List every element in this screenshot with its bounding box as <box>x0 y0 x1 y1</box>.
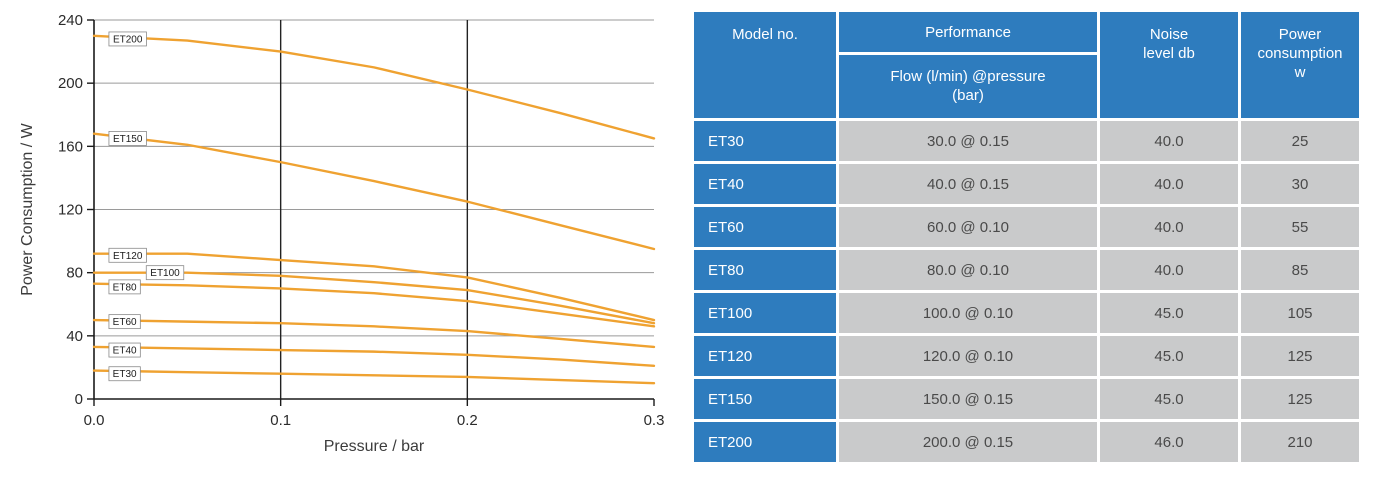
performance-cell: 150.0 @ 0.15 <box>839 379 1097 419</box>
noise-cell: 40.0 <box>1100 121 1238 161</box>
curve-label-et60: ET60 <box>113 317 137 328</box>
curve-label-et80: ET80 <box>113 282 137 293</box>
curve-label-box <box>145 265 185 281</box>
curve-label-box <box>108 314 141 330</box>
power-cell: 30 <box>1241 164 1359 204</box>
power-consumption-chart: 0 40 80 120 160 200 240 0.0 0.1 0.2 0.3 Pressure / … <box>19 12 665 455</box>
table-header: Model no. Performance Flow (l/min) @pres… <box>694 12 1359 118</box>
y-tick-label: 40 <box>66 328 83 345</box>
header-performance: Performance Flow (l/min) @pressure (bar) <box>839 12 1097 118</box>
y-tick-label: 120 <box>58 202 83 219</box>
noise-cell: 40.0 <box>1100 250 1238 290</box>
performance-cell: 200.0 @ 0.15 <box>839 422 1097 462</box>
curve-label-et200: ET200 <box>113 34 143 45</box>
header-power: Power consumption w <box>1241 12 1359 118</box>
curve-et30 <box>92 369 656 385</box>
x-tick-label: 0.0 <box>84 412 105 429</box>
header-power-label: Power consumption w <box>1257 26 1343 81</box>
x-tick-label: 0.2 <box>457 412 478 429</box>
header-performance-sub: Flow (l/min) @pressure (bar) <box>839 55 1097 118</box>
performance-cell: 40.0 @ 0.15 <box>839 164 1097 204</box>
y-axis-title: Power Consumption / W <box>19 122 36 295</box>
performance-cell: 120.0 @ 0.10 <box>839 336 1097 376</box>
performance-cell: 80.0 @ 0.10 <box>839 250 1097 290</box>
model-cell: ET200 <box>694 422 836 462</box>
curve-et200 <box>92 34 656 140</box>
noise-cell: 45.0 <box>1100 379 1238 419</box>
header-model: Model no. <box>694 12 836 118</box>
curve-label-box <box>108 131 147 146</box>
performance-cell: 30.0 @ 0.15 <box>839 121 1097 161</box>
curve-et40 <box>92 345 656 368</box>
header-noise: Noise level db <box>1100 12 1238 118</box>
model-cell: ET40 <box>694 164 836 204</box>
table-panel: Model no. Performance Flow (l/min) @pres… <box>694 12 1359 462</box>
curve-label-et150: ET150 <box>113 134 143 145</box>
header-performance-sub-label: Flow (l/min) @pressure (bar) <box>890 67 1046 104</box>
model-cell: ET120 <box>694 336 836 376</box>
header-noise-label: Noise level db <box>1143 26 1195 62</box>
curve-et150 <box>92 132 656 251</box>
x-axis-title: Pressure / bar <box>324 438 425 455</box>
curve-label-box <box>108 342 141 358</box>
y-tick-label: 160 <box>58 138 83 155</box>
curve-et120 <box>92 252 656 322</box>
curve-label-box <box>108 31 147 47</box>
power-cell: 105 <box>1241 293 1359 333</box>
power-cell: 210 <box>1241 422 1359 462</box>
table-body: ET30 30.0 @ 0.15 40.0 25 ET40 40.0 @ 0.15 40.0… <box>694 121 1359 462</box>
performance-cell: 60.0 @ 0.10 <box>839 207 1097 247</box>
curve-label-et100: ET100 <box>150 268 180 279</box>
power-cell: 125 <box>1241 336 1359 376</box>
curve-label-et120: ET120 <box>113 251 143 262</box>
noise-cell: 40.0 <box>1100 164 1238 204</box>
curve-et60 <box>92 318 656 349</box>
model-cell: ET150 <box>694 379 836 419</box>
curve-et100 <box>92 271 656 325</box>
power-cell: 25 <box>1241 121 1359 161</box>
model-cell: ET100 <box>694 293 836 333</box>
y-tick-label: 240 <box>58 12 83 29</box>
performance-cell: 100.0 @ 0.10 <box>839 293 1097 333</box>
header-model-label: Model no. <box>732 26 798 43</box>
y-tick-label: 80 <box>66 265 83 282</box>
spec-table: Model no. Performance Flow (l/min) @pres… <box>694 12 1359 462</box>
noise-cell: 46.0 <box>1100 422 1238 462</box>
noise-cell: 45.0 <box>1100 336 1238 376</box>
power-cell: 125 <box>1241 379 1359 419</box>
model-cell: ET80 <box>694 250 836 290</box>
chart-panel: 0 40 80 120 160 200 240 0.0 0.1 0.2 0.3 Pressure / … <box>10 4 670 459</box>
curve-label-et30: ET30 <box>113 369 137 380</box>
noise-cell: 45.0 <box>1100 293 1238 333</box>
curve-label-box <box>108 247 147 263</box>
y-tick-label: 200 <box>58 75 83 92</box>
model-cell: ET60 <box>694 207 836 247</box>
x-tick-label: 0.1 <box>270 412 291 429</box>
noise-cell: 40.0 <box>1100 207 1238 247</box>
power-cell: 55 <box>1241 207 1359 247</box>
power-cell: 85 <box>1241 250 1359 290</box>
curve-et80 <box>92 282 656 328</box>
header-performance-label: Performance <box>839 12 1097 52</box>
model-cell: ET30 <box>694 121 836 161</box>
curve-label-et40: ET40 <box>113 346 137 357</box>
curve-label-box <box>108 366 141 382</box>
curve-label-box <box>108 279 141 295</box>
x-tick-label: 0.3 <box>644 412 665 429</box>
y-tick-label: 0 <box>75 391 83 408</box>
